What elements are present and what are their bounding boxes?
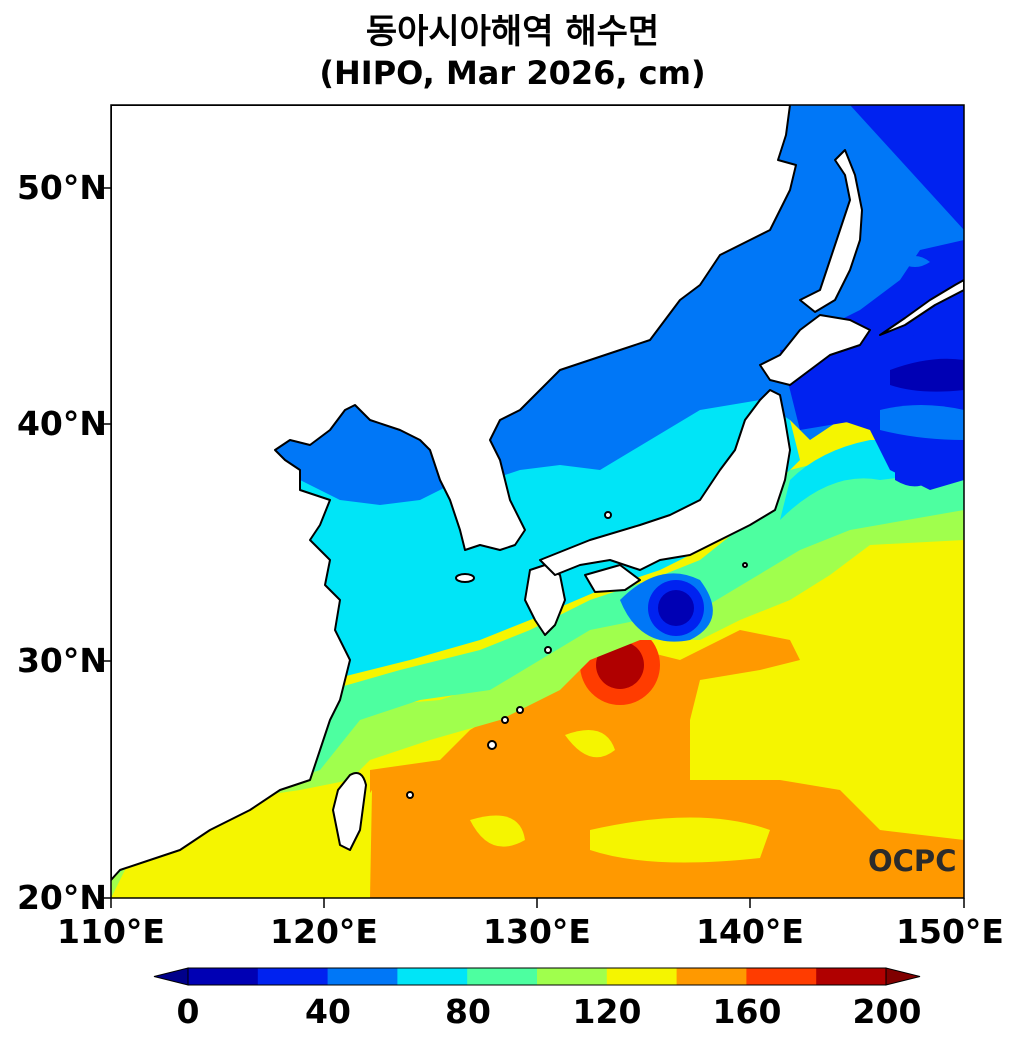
- field-cold-eddy-core: [658, 590, 694, 626]
- map-title: 동아시아해역 해수면: [365, 12, 660, 52]
- ocpc-logo: OCPC: [868, 844, 957, 878]
- colorbar-label-80: 80: [445, 992, 491, 1031]
- colorbar-label-160: 160: [712, 992, 782, 1031]
- colorbar-segment-40-60: [327, 968, 398, 985]
- lon-label-150: 150°E: [896, 912, 1004, 951]
- colorbar-under-arrow: [153, 967, 189, 986]
- colorbar-over-arrow: [885, 967, 921, 986]
- land-honshu: [539, 389, 791, 576]
- lon-label-140: 140°E: [696, 912, 804, 951]
- colorbar-segment-100-120: [537, 968, 608, 985]
- land-mainland: [111, 105, 797, 881]
- field-yellow-patch-3: [590, 817, 770, 863]
- lat-label-30: 30°N: [16, 641, 107, 680]
- colorbar-label-0: 0: [176, 992, 200, 1031]
- field-yellow-patch-2: [565, 730, 615, 758]
- colorbar-label-120: 120: [572, 992, 642, 1031]
- colorbar-segment-20-40: [257, 968, 329, 985]
- lon-label-110: 110°E: [57, 912, 165, 951]
- land-ryukyu-3: [487, 740, 497, 750]
- colorbar-segment-60-80: [397, 968, 468, 985]
- colorbar-segment-140-160: [676, 968, 747, 985]
- lon-label-120: 120°E: [270, 912, 378, 951]
- map-subtitle: (HIPO, Mar 2026, cm): [319, 54, 706, 92]
- colorbar: [153, 967, 921, 986]
- land-shikoku: [584, 564, 641, 593]
- land-oki: [604, 511, 612, 519]
- colorbar-label-40: 40: [305, 992, 351, 1031]
- colorbar-segment-160-180: [746, 968, 817, 985]
- tick-marks: [101, 187, 965, 908]
- land-ryukyu-5: [544, 646, 552, 654]
- field-green-west: [111, 480, 964, 898]
- colorbar-label-200: 200: [852, 992, 922, 1031]
- land-kuril: [879, 279, 964, 336]
- land-izu: [742, 562, 748, 568]
- field-teal: [111, 460, 964, 880]
- lat-label-20: 20°N: [16, 878, 107, 917]
- eddy-warm-core: [596, 641, 644, 689]
- field-yellow-coast: [340, 790, 372, 898]
- field-yellow-patch-1: [470, 815, 525, 847]
- colorbar-outline: [187, 967, 887, 986]
- colorbar-segment-180-200: [816, 968, 887, 985]
- land-ryukyu-4: [406, 791, 414, 799]
- lat-label-40: 40°N: [16, 404, 107, 443]
- field-blue-patch-japan-1: [895, 461, 935, 487]
- land-ryukyu-1: [516, 706, 524, 714]
- field-blue-patch-east: [880, 405, 964, 440]
- land-jeju: [455, 573, 475, 583]
- lon-label-130: 130°E: [483, 912, 591, 951]
- colorbar-segment-80-100: [467, 968, 538, 985]
- colorbar-segment-120-140: [606, 968, 678, 985]
- land-ryukyu-2: [501, 716, 509, 724]
- lat-label-50: 50°N: [16, 168, 107, 207]
- land-hokkaido: [759, 314, 871, 386]
- field-darkblue-band: [890, 358, 964, 392]
- land-sakhalin: [799, 149, 863, 313]
- field-blue-patch-okhotsk: [900, 256, 930, 267]
- colorbar-segment-0-20: [188, 968, 259, 985]
- land-taiwan: [332, 772, 367, 851]
- land-areas: [111, 105, 964, 881]
